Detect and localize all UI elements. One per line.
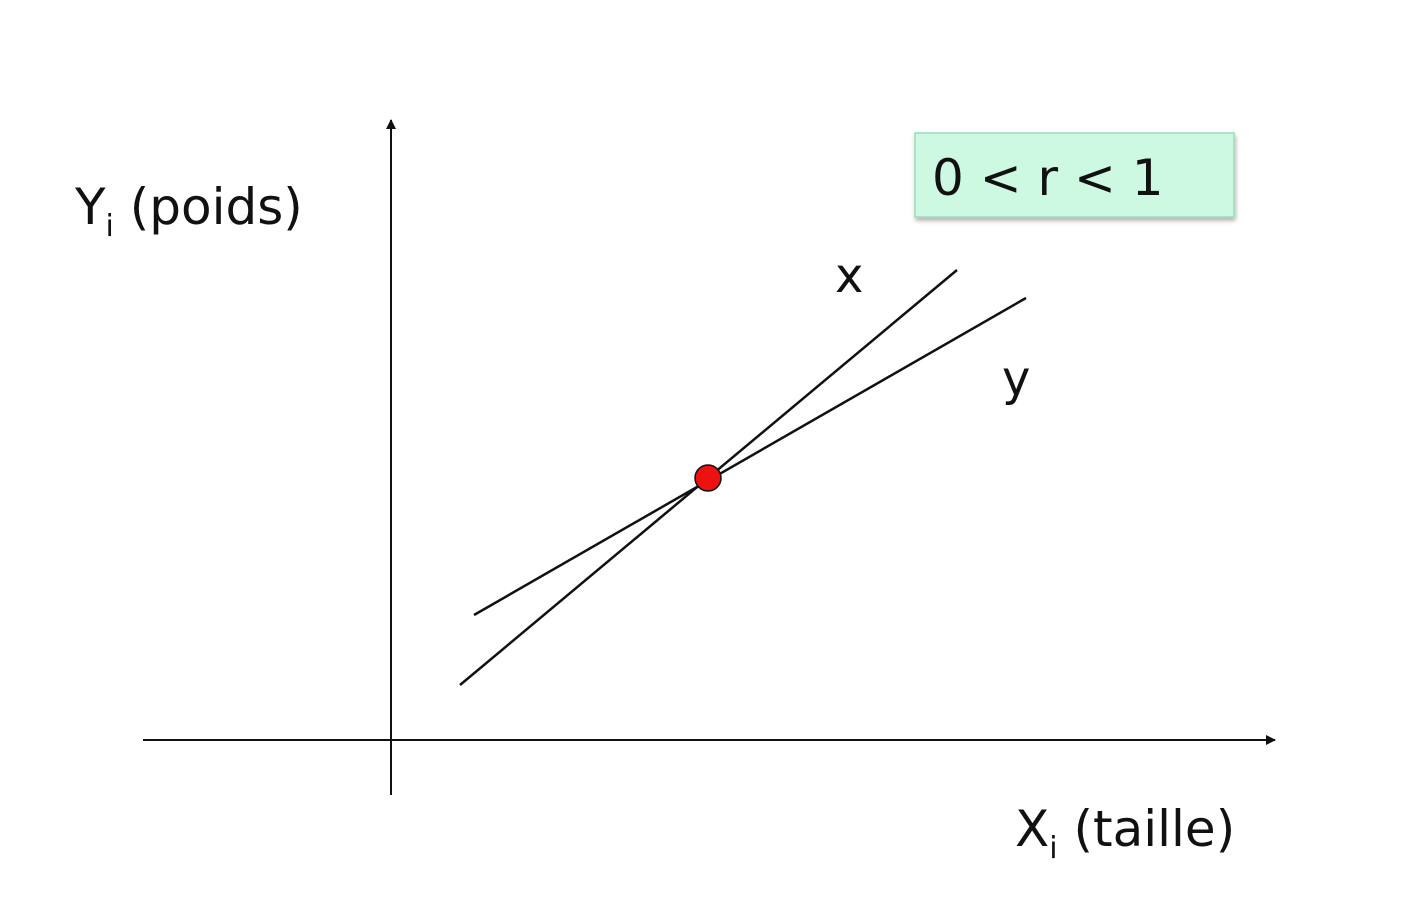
regression-line-y [473, 296, 1027, 617]
line-label-y: y [1002, 351, 1030, 407]
line-label-x: x [835, 248, 863, 304]
correlation-box: 0 < r < 1 [914, 132, 1235, 218]
mean-point [694, 464, 722, 492]
correlation-text: 0 < r < 1 [932, 149, 1164, 207]
y-axis-label: Yi (poids) [74, 178, 303, 244]
x-axis-label: Xi (taille) [1015, 800, 1235, 866]
